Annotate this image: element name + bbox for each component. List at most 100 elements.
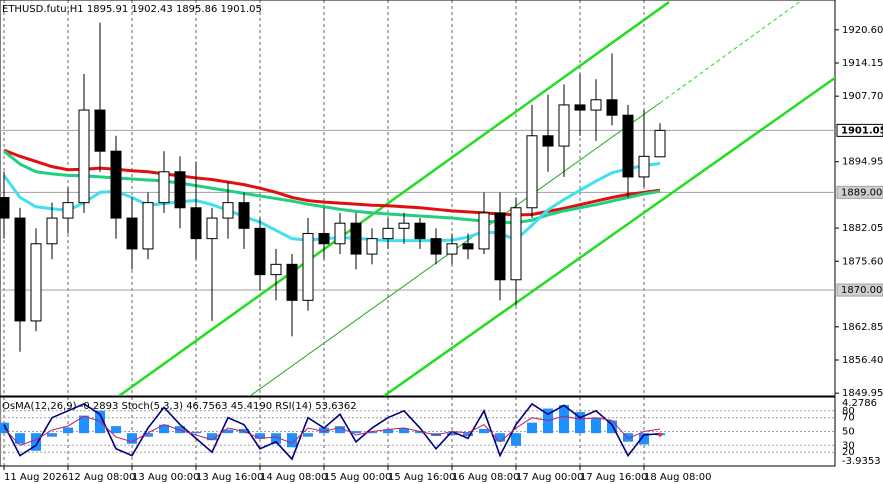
osma-bar bbox=[575, 412, 585, 434]
indicator-header: OsMA(12,26,9) -0.2893 Stoch(5,3,3) 46.75… bbox=[2, 401, 357, 412]
level-label: 1870.00 bbox=[841, 285, 882, 296]
candle-body bbox=[206, 217, 218, 240]
close: 1901.05 bbox=[221, 4, 262, 15]
open: 1895.91 bbox=[87, 4, 128, 15]
osma-bar bbox=[463, 433, 473, 437]
osma-bar bbox=[223, 429, 233, 434]
y-tick-label: 1882.05 bbox=[842, 223, 883, 234]
candle-body bbox=[94, 109, 106, 152]
candle-body bbox=[46, 217, 58, 245]
osma-bar bbox=[623, 433, 633, 442]
x-tick-label: 15 Aug 16:00 bbox=[388, 472, 455, 483]
y-tick-label: 1856.40 bbox=[842, 355, 883, 366]
candle-body bbox=[110, 150, 122, 219]
candle-body bbox=[0, 196, 10, 219]
y-tick-label: 1894.95 bbox=[842, 157, 883, 168]
candle-body bbox=[478, 212, 490, 250]
x-tick-label: 13 Aug 16:00 bbox=[196, 472, 263, 483]
candle-body bbox=[302, 232, 314, 301]
chart-title: ETHUSD.futu,H1 1895.91 1902.43 1895.86 1… bbox=[2, 4, 262, 15]
osma-bar bbox=[415, 431, 425, 434]
y-tick-label: 1862.85 bbox=[842, 322, 883, 333]
osma-bar bbox=[191, 431, 201, 434]
stoch-last: 46.7563 bbox=[186, 401, 227, 412]
osma-bar bbox=[271, 433, 281, 444]
level-label: 1901.05 bbox=[841, 125, 883, 136]
candle-body bbox=[462, 243, 474, 250]
oscillator-tick-label: 50 bbox=[842, 427, 855, 438]
trendline bbox=[118, 1, 670, 396]
stoch-signal-point bbox=[658, 432, 662, 437]
x-tick-label: 17 Aug 00:00 bbox=[516, 472, 583, 483]
osma-bar bbox=[559, 405, 569, 434]
candle-body bbox=[542, 135, 554, 147]
candle-body bbox=[382, 227, 394, 240]
candle-body bbox=[446, 243, 458, 255]
stoch-label: Stoch(5,3,3) bbox=[122, 401, 184, 412]
candle-body bbox=[222, 202, 234, 219]
osma-bar bbox=[351, 431, 361, 434]
candle-body bbox=[526, 135, 538, 209]
osma-bar bbox=[79, 415, 89, 434]
x-tick-label: 11 Aug 2026 bbox=[4, 472, 68, 483]
osma-bar bbox=[479, 428, 489, 434]
osma-bar bbox=[159, 424, 169, 434]
level-box bbox=[836, 185, 883, 199]
osma-bar bbox=[15, 433, 25, 444]
osma-bar bbox=[367, 431, 377, 434]
osma-bar bbox=[287, 433, 297, 448]
plot-frame bbox=[0, 0, 836, 397]
x-tick-label: 16 Aug 08:00 bbox=[452, 472, 519, 483]
candle-body bbox=[14, 217, 26, 322]
x-tick-label: 12 Aug 08:00 bbox=[68, 472, 135, 483]
rsi-label: RSI(14) bbox=[275, 401, 312, 412]
y-tick-label: 1907.70 bbox=[842, 91, 883, 102]
osma-bar bbox=[447, 433, 457, 436]
osma-bar bbox=[31, 433, 41, 451]
osma-bar bbox=[111, 426, 121, 434]
candle-body bbox=[638, 155, 650, 178]
osma-bar bbox=[127, 433, 137, 444]
x-tick-label: 15 Aug 00:00 bbox=[324, 472, 391, 483]
osma-bar bbox=[63, 427, 73, 434]
candle-body bbox=[398, 222, 410, 229]
stoch-line bbox=[3, 402, 661, 461]
x-tick-label: 13 Aug 00:00 bbox=[132, 472, 199, 483]
candle-body bbox=[494, 212, 506, 281]
candle-body bbox=[574, 104, 586, 111]
osma-bar bbox=[319, 427, 329, 434]
low: 1895.86 bbox=[176, 4, 217, 15]
candle-body bbox=[254, 227, 266, 276]
oscillator-tick-label: 30 bbox=[842, 440, 855, 451]
osma-bar bbox=[495, 433, 505, 442]
osma-bar bbox=[47, 433, 57, 437]
x-tick-label: 14 Aug 08:00 bbox=[260, 472, 327, 483]
candle-body bbox=[286, 263, 298, 301]
candle-body bbox=[414, 222, 426, 240]
level-label: 1889.00 bbox=[841, 187, 882, 198]
candle-body bbox=[622, 114, 634, 178]
plot-layer bbox=[0, 0, 835, 466]
osma-bar bbox=[255, 433, 265, 439]
indicator-tick-label: 4.2786 bbox=[842, 398, 877, 409]
osma-bar bbox=[335, 426, 345, 434]
indicator-tick-label: -3.9353 bbox=[842, 456, 881, 467]
osma-bar bbox=[143, 433, 153, 437]
candle-body bbox=[158, 171, 170, 204]
y-tick-label: 1914.15 bbox=[842, 58, 883, 69]
osma-bar bbox=[511, 433, 521, 446]
trendline bbox=[659, 1, 801, 104]
osma-bar bbox=[527, 422, 537, 434]
osma-bar bbox=[607, 420, 617, 434]
oscillator-tick-label: 20 bbox=[842, 447, 855, 458]
rsi-line bbox=[3, 415, 661, 446]
level-box bbox=[836, 123, 883, 137]
y-tick-label: 1920.60 bbox=[842, 25, 883, 36]
y-tick-label: 1849.95 bbox=[842, 388, 883, 399]
osma-label: OsMA(12,26,9) bbox=[2, 401, 77, 412]
osma-bar bbox=[383, 429, 393, 434]
osma-bar bbox=[207, 433, 217, 441]
candle-body bbox=[270, 263, 282, 276]
osma-bar bbox=[303, 433, 313, 437]
